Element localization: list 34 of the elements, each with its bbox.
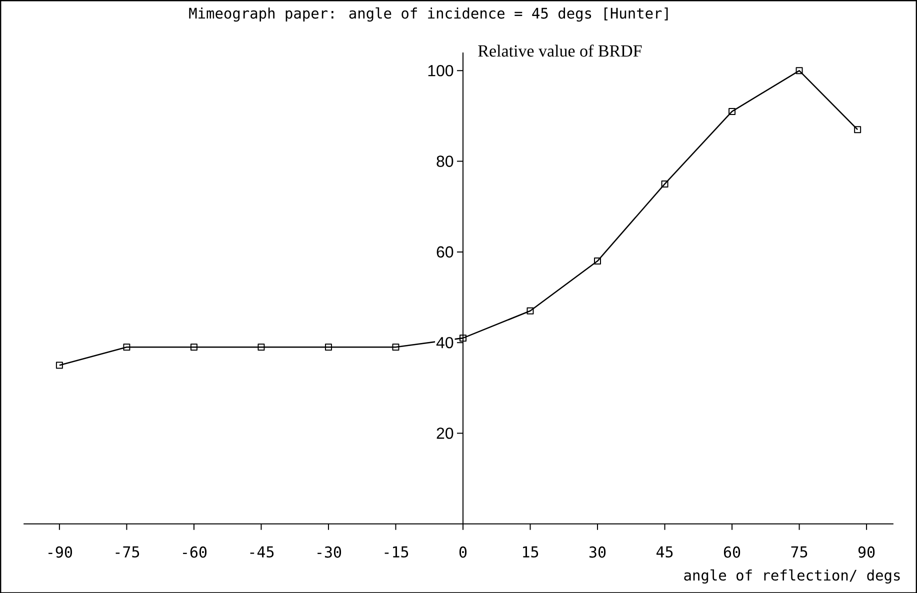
x-tick-label: 75 (791, 546, 808, 558)
point (324, 343, 332, 350)
point (459, 334, 466, 342)
x-axis-title: angle of reflection/ degs (684, 569, 900, 584)
point (728, 108, 736, 115)
point (796, 66, 803, 74)
point (854, 126, 862, 133)
point (392, 343, 400, 350)
point (190, 343, 198, 350)
y-axis-title: Relative value of BRDF (478, 44, 642, 57)
x-tick-label: -75 (116, 546, 140, 558)
x-tick-label: 15 (523, 546, 538, 558)
point (123, 343, 130, 350)
chart-title: Mimeograph paper: angle of incidence = 45 degs [Hunter] (189, 7, 668, 22)
x-tick-label: 0 (459, 546, 467, 558)
point (661, 180, 668, 188)
x-tick-label: 45 (656, 546, 673, 558)
x-tick-label: -15 (384, 546, 408, 558)
x-tick-label: -30 (318, 546, 342, 558)
y-tick-label: 60 (436, 246, 454, 258)
y-tick-label: 80 (436, 155, 454, 167)
y-tick-label: 40 (436, 336, 454, 348)
point (258, 343, 265, 350)
point (56, 362, 63, 369)
x-tick-label: -60 (183, 546, 207, 558)
x-tick-label: 90 (858, 546, 875, 558)
y-tick-label: 100 (428, 64, 454, 76)
y-tick-label: 20 (436, 427, 454, 439)
x-tick-label: 30 (589, 546, 606, 558)
x-tick-label: 60 (724, 546, 740, 558)
x-tick-label: -45 (250, 546, 274, 558)
point (526, 307, 534, 314)
x-tick-label: -90 (48, 546, 72, 558)
point (594, 257, 602, 264)
